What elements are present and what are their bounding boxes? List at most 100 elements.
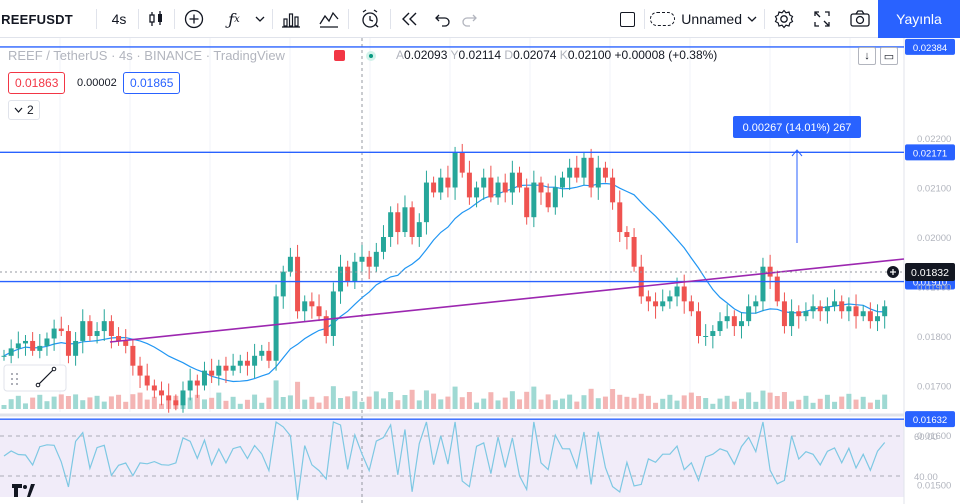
candle-body <box>781 301 787 327</box>
templates-icon[interactable] <box>316 0 342 38</box>
candle-body <box>259 350 265 356</box>
candle-body <box>760 266 766 302</box>
trend-line-tool-icon[interactable] <box>35 366 57 388</box>
price-tick: 0.01900 <box>917 283 951 294</box>
layout-name: Unnamed <box>681 11 742 27</box>
price-tick: 0.01800 <box>917 332 951 343</box>
candle-body <box>459 152 465 173</box>
volume-bar <box>80 400 86 409</box>
sell-button[interactable]: 0.01863 <box>8 72 66 94</box>
drag-handle-icon[interactable] <box>11 373 18 385</box>
candle-body <box>380 237 386 252</box>
market-status-icon[interactable] <box>334 50 345 61</box>
price-chart[interactable]: 0.02384 0.02171 0.01910 0.01632 0.00267 (14… <box>0 38 960 504</box>
bar-chart-icon[interactable] <box>278 0 304 38</box>
level-price: 0.02171 <box>913 148 947 159</box>
volume-bar <box>832 401 838 409</box>
volume-bar <box>760 390 766 409</box>
volume-bar <box>423 390 429 409</box>
toolbar-divider <box>272 9 273 29</box>
undo-icon[interactable] <box>430 0 456 38</box>
candle-body <box>867 311 873 322</box>
scroll-down-icon[interactable]: ↓ <box>858 47 876 65</box>
volume-bar <box>653 402 659 409</box>
fullscreen-icon[interactable] <box>808 0 836 38</box>
camera-icon[interactable] <box>846 0 874 38</box>
volume-bar <box>51 396 57 409</box>
volume-bar <box>681 395 687 409</box>
volume-bar <box>373 391 379 409</box>
volume-bar <box>230 396 236 409</box>
tradingview-logo-icon[interactable] <box>12 484 35 497</box>
interval-button[interactable]: 4s <box>111 11 127 27</box>
volume-bar <box>323 396 329 409</box>
candle-body <box>545 192 551 208</box>
indicators-count: 2 <box>27 103 34 117</box>
candle-body <box>402 207 408 233</box>
volume-bar <box>431 393 437 409</box>
indicators-toggle[interactable]: 2 <box>8 100 40 120</box>
measure-label-box[interactable] <box>733 116 861 138</box>
volume-bar <box>817 398 823 409</box>
data-live-icon[interactable] <box>366 51 376 61</box>
volume-bar <box>216 392 222 409</box>
price-tick: 0.01500 <box>917 481 951 492</box>
volume-bars <box>1 380 888 409</box>
volume-bar <box>452 386 458 409</box>
candle-body <box>645 296 651 302</box>
rsi-band <box>0 420 904 497</box>
floating-drawing-toolbar[interactable] <box>3 364 67 392</box>
publish-button[interactable]: Yayınla <box>878 0 960 38</box>
alert-icon[interactable] <box>356 0 384 38</box>
volume-bar <box>495 400 501 409</box>
buy-button[interactable]: 0.01865 <box>123 72 181 94</box>
candle-body <box>502 182 508 193</box>
volume-bar <box>144 399 150 409</box>
trendline[interactable] <box>109 258 905 343</box>
replay-icon[interactable] <box>396 0 422 38</box>
volume-bar <box>130 394 136 409</box>
volume-bar <box>602 396 608 409</box>
volume-bar <box>287 395 293 409</box>
layout-icon[interactable] <box>614 0 640 38</box>
volume-bar <box>359 401 365 409</box>
close-value: 0.02100 <box>567 48 612 62</box>
symbol-search-button[interactable]: REEFUSDT <box>1 11 73 27</box>
candle-body <box>674 286 680 297</box>
candle-body <box>731 316 737 327</box>
candle-body <box>237 360 243 366</box>
chevron-down-icon[interactable] <box>744 0 760 38</box>
redo-icon[interactable] <box>456 0 482 38</box>
candle-body <box>860 311 866 317</box>
settings-icon[interactable] <box>770 0 798 38</box>
volume-bar <box>588 388 594 409</box>
add-indicator-icon[interactable] <box>181 0 207 38</box>
low-key: D <box>504 48 514 62</box>
candle-body <box>624 232 630 237</box>
candle-body <box>223 365 229 371</box>
volume-bar <box>710 403 716 409</box>
volume-bar <box>853 399 859 409</box>
chevron-down-icon[interactable] <box>252 0 268 38</box>
candle-body <box>58 328 64 332</box>
volume-bar <box>703 398 709 409</box>
layout-name-button[interactable]: Unnamed <box>650 0 742 38</box>
symbol-legend-title[interactable]: REEF / TetherUS · 4s · BINANCE · Trading… <box>8 48 285 63</box>
candle-body <box>65 331 71 356</box>
candle-body <box>309 301 315 307</box>
horizontal-levels[interactable]: 0.02384 0.02171 0.01910 0.01632 <box>0 38 955 428</box>
volume-bar <box>37 394 43 409</box>
volume-bar <box>316 402 322 409</box>
price-axis[interactable]: 0.02200 0.02100 0.02000 0.01900 0.01800 0.017… <box>914 134 951 492</box>
current-price-tag <box>905 263 955 281</box>
volume-bar <box>187 397 193 409</box>
candle-body <box>173 400 179 406</box>
maximize-pane-icon[interactable]: ▭ <box>880 47 898 65</box>
candles-icon[interactable] <box>143 0 169 38</box>
volume-bar <box>416 400 422 409</box>
candle-body <box>474 187 480 198</box>
chevron-down-icon <box>14 107 23 113</box>
candle-body <box>853 306 859 317</box>
